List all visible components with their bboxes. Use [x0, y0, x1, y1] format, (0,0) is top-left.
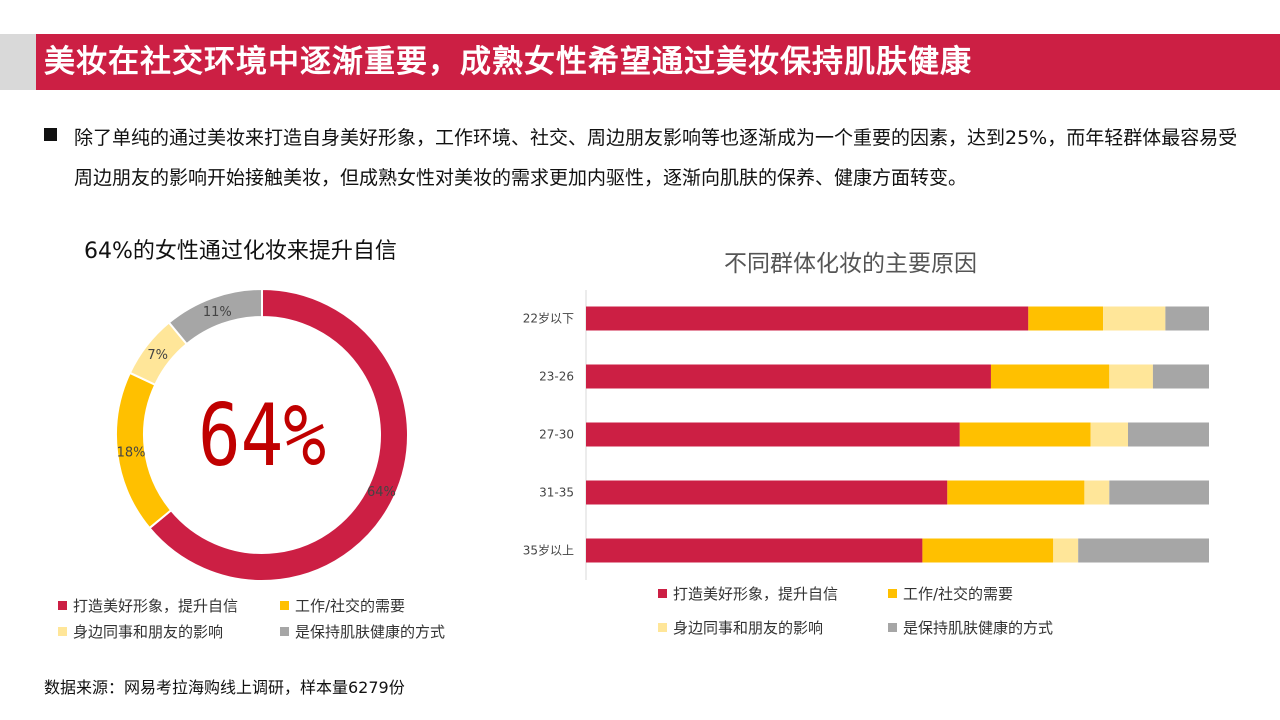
bar-legend-item-4: 是保持肌肤健康的方式 [888, 618, 1053, 638]
bar-1-series-3 [1103, 306, 1166, 331]
legend-swatch-icon [888, 623, 897, 632]
donut-legend-item-3: 身边同事和朋友的影响 [58, 622, 223, 642]
bar-4-series-4 [1109, 480, 1209, 505]
donut-data-label-4: 11% [203, 305, 232, 320]
legend-swatch-icon [888, 589, 897, 598]
title-bar-accent [0, 34, 36, 90]
y-tick-label-3: 27-30 [539, 428, 574, 442]
bullet-square-icon [44, 128, 57, 141]
bar-5-series-2 [922, 538, 1054, 563]
bar-4-series-3 [1084, 480, 1110, 505]
donut-legend-item-1: 打造美好形象，提升自信 [58, 596, 238, 616]
bar-chart-title: 不同群体化妆的主要原因 [724, 251, 977, 277]
bar-5-series-4 [1078, 538, 1209, 563]
legend-label: 身边同事和朋友的影响 [73, 623, 224, 641]
bar-4-series-1 [586, 480, 948, 505]
donut-data-label-3: 7% [147, 348, 168, 363]
legend-label: 工作/社交的需要 [295, 597, 406, 615]
bar-3-series-3 [1090, 422, 1129, 447]
bar-3-series-2 [959, 422, 1091, 447]
y-tick-label-5: 35岁以上 [523, 543, 574, 558]
bar-1-series-1 [586, 306, 1029, 331]
legend-swatch-icon [280, 627, 289, 636]
y-tick-label-1: 22岁以下 [523, 311, 574, 326]
bar-4-series-2 [947, 480, 1085, 505]
bar-5-series-3 [1053, 538, 1079, 563]
donut-slice-4 [167, 287, 263, 346]
data-source: 数据来源：网易考拉海购线上调研，样本量6279份 [44, 678, 405, 697]
donut-legend-item-4: 是保持肌肤健康的方式 [280, 622, 445, 642]
legend-label: 身边同事和朋友的影响 [673, 619, 824, 637]
bar-2-series-4 [1152, 364, 1209, 389]
page-title: 美妆在社交环境中逐渐重要，成熟女性希望通过美妆保持肌肤健康 [44, 44, 972, 80]
bar-5-series-1 [586, 538, 923, 563]
legend-label: 是保持肌肤健康的方式 [903, 619, 1054, 637]
legend-swatch-icon [58, 601, 67, 610]
y-tick-label-2: 23-26 [539, 370, 574, 384]
title-bar [36, 34, 1280, 90]
donut-center-label: 64% [198, 386, 326, 486]
y-tick-label-4: 31-35 [539, 486, 574, 500]
donut-chart: 64% 18% 7% 11% 64% [115, 287, 409, 582]
donut-data-label-2: 18% [117, 446, 146, 461]
bar-3-series-4 [1128, 422, 1209, 447]
bar-3-series-1 [586, 422, 960, 447]
legend-label: 打造美好形象，提升自信 [673, 585, 839, 603]
bar-2-series-1 [586, 364, 991, 389]
bar-legend-item-1: 打造美好形象，提升自信 [658, 584, 838, 604]
donut-legend-item-2: 工作/社交的需要 [280, 596, 405, 616]
donut-chart-title: 64%的女性通过化妆来提升自信 [84, 239, 397, 264]
legend-swatch-icon [658, 589, 667, 598]
bar-legend-item-2: 工作/社交的需要 [888, 584, 1013, 604]
legend-label: 打造美好形象，提升自信 [73, 597, 239, 615]
legend-swatch-icon [280, 601, 289, 610]
bar-2-series-3 [1109, 364, 1153, 389]
bar-2-series-2 [990, 364, 1110, 389]
bar-1-series-2 [1028, 306, 1104, 331]
legend-swatch-icon [58, 627, 67, 636]
donut-legend: 打造美好形象，提升自信 工作/社交的需要身边同事和朋友的影响 是保持肌肤健康的方式 [58, 596, 478, 646]
legend-label: 工作/社交的需要 [903, 585, 1014, 603]
bar-1-series-4 [1165, 306, 1209, 331]
bar-legend-item-3: 身边同事和朋友的影响 [658, 618, 823, 638]
bar-legend: 打造美好形象，提升自信 工作/社交的需要身边同事和朋友的影响 是保持肌肤健康的方式 [658, 584, 1118, 637]
stacked-bar-chart: 22岁以下 23-26 27-30 31-35 35岁以上 [523, 290, 1209, 580]
legend-label: 是保持肌肤健康的方式 [295, 623, 446, 641]
donut-data-label-1: 64% [367, 485, 396, 500]
donut-slice-1 [148, 287, 409, 582]
legend-swatch-icon [658, 623, 667, 632]
summary-text: 除了单纯的通过美妆来打造自身美好形象，工作环境、社交、周边朋友影响等也逐渐成为一… [74, 127, 1238, 189]
